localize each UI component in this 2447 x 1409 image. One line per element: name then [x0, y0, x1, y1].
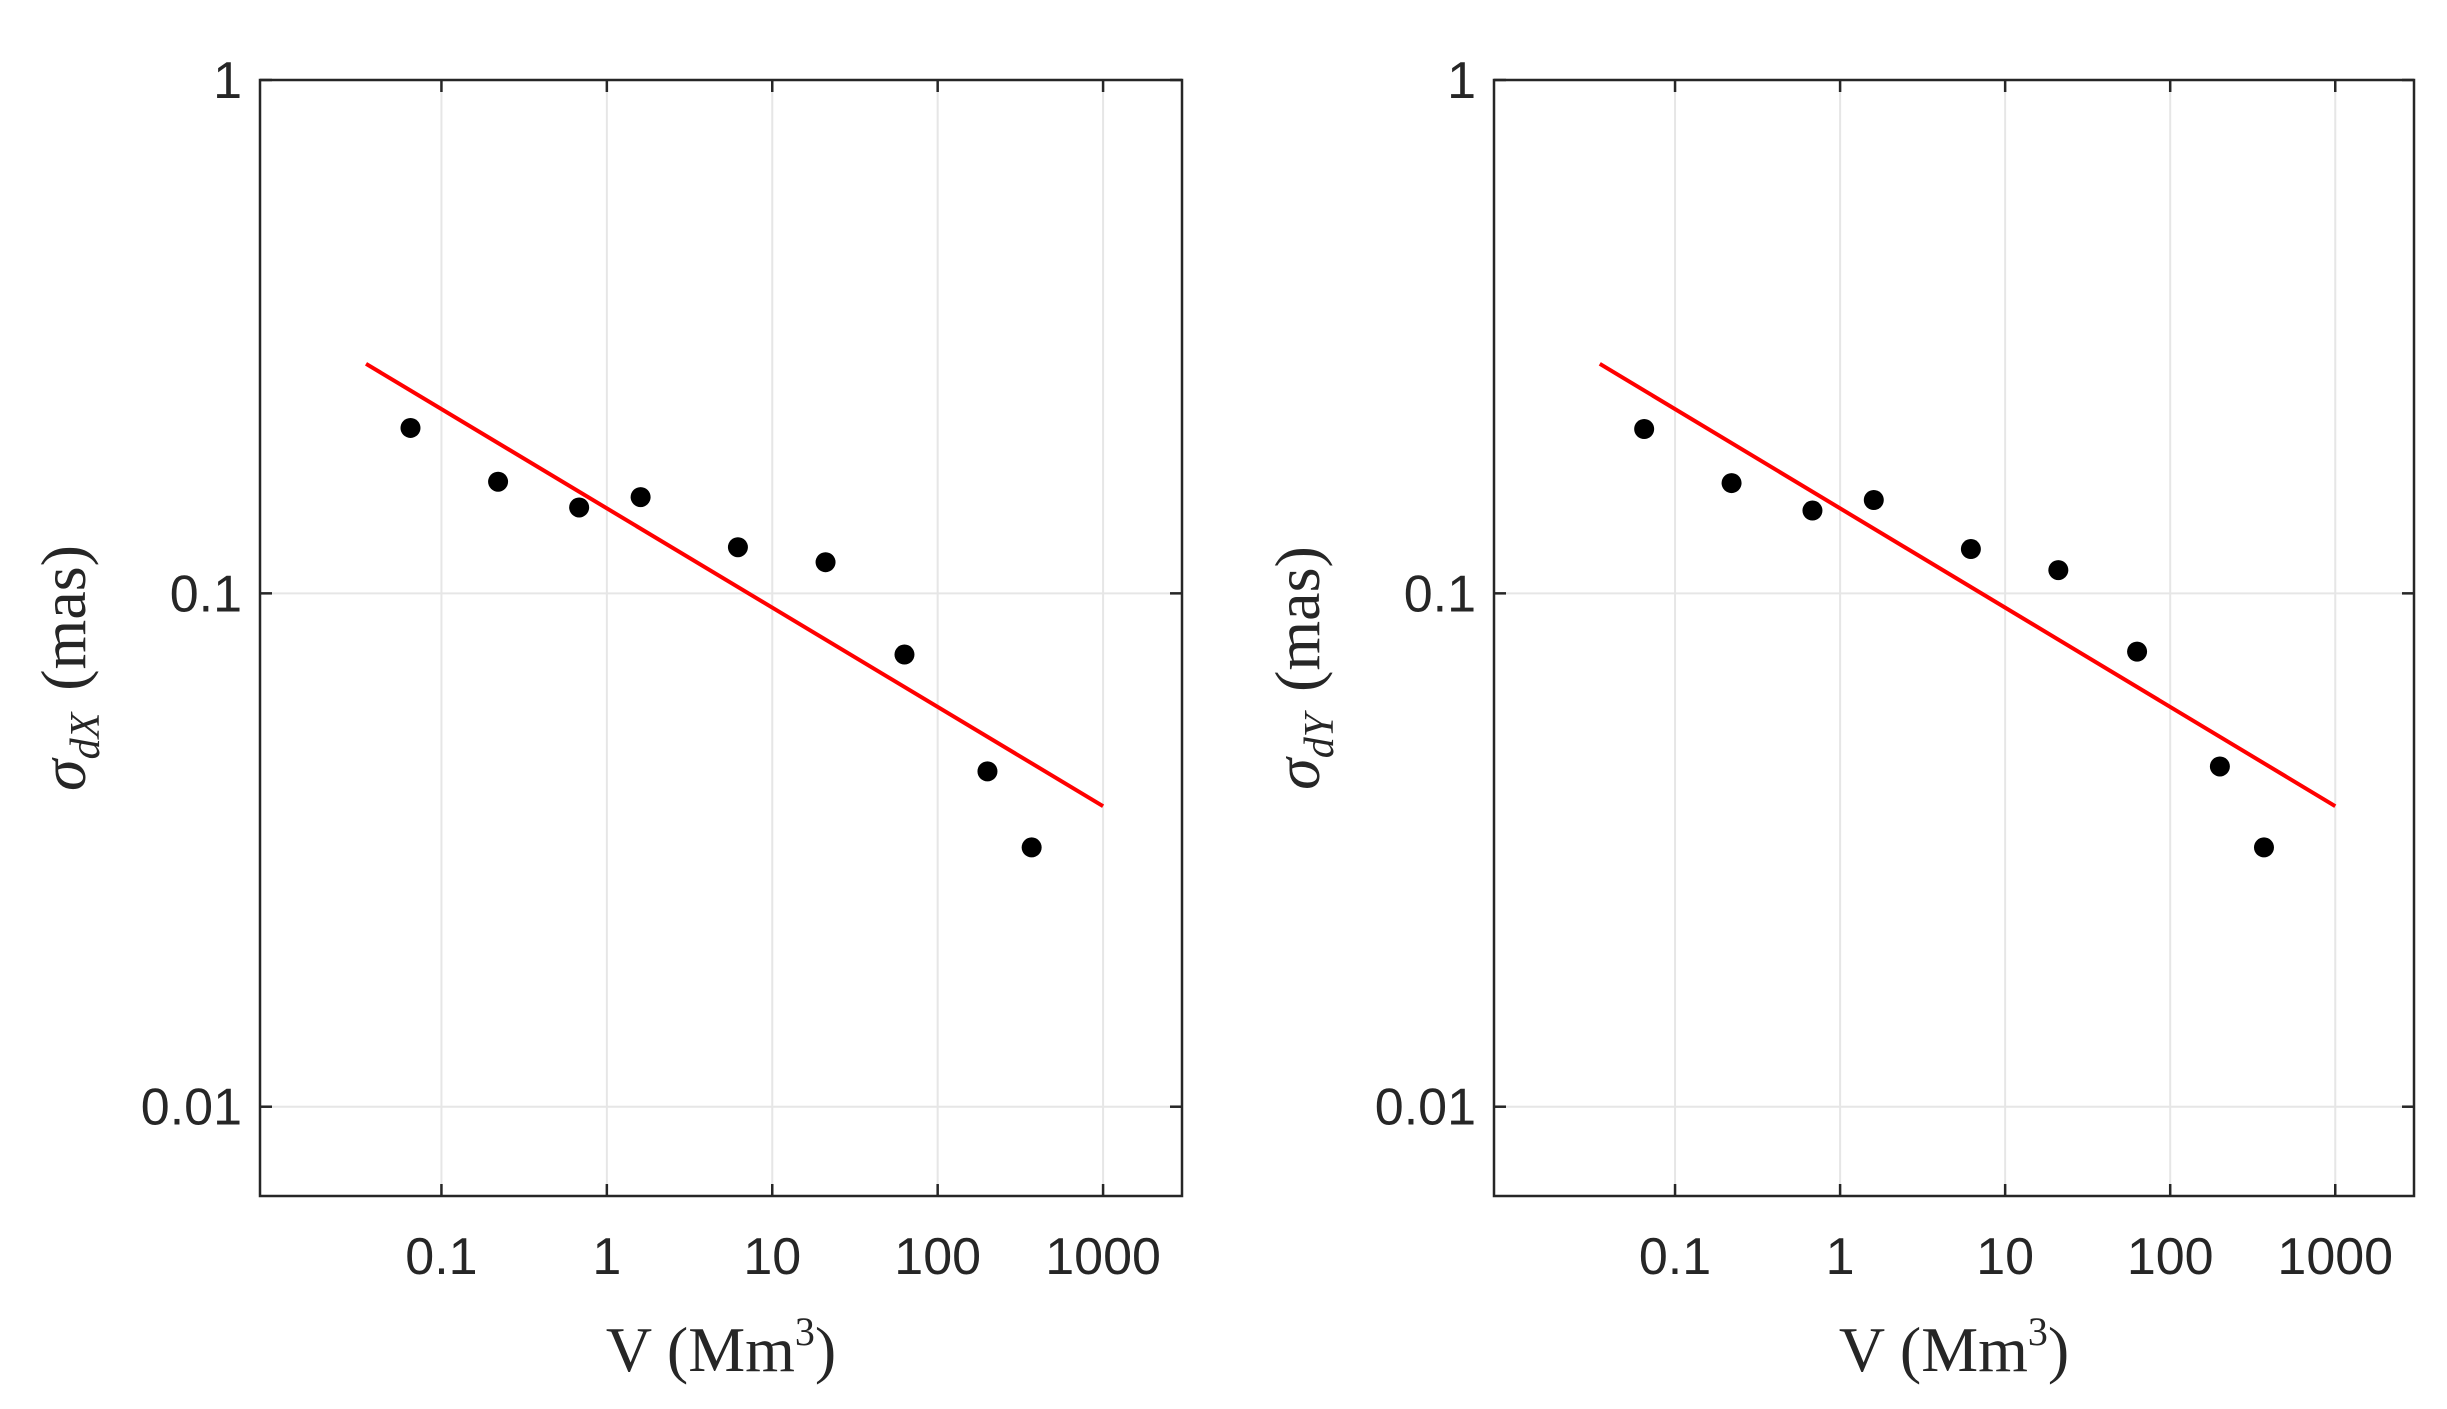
x-axis-label-main: V (Mm — [1839, 1314, 2028, 1385]
data-point — [1721, 473, 1742, 494]
data-point — [815, 552, 836, 573]
data-point — [2209, 756, 2230, 777]
data-point — [1863, 490, 1884, 511]
x-axis-label: V (Mm3) — [606, 1309, 836, 1385]
x-axis-label-main: V (Mm — [606, 1314, 795, 1385]
x-axis-label: V (Mm3) — [1839, 1309, 2069, 1385]
data-point — [400, 417, 421, 438]
data-point — [1960, 539, 1981, 560]
data-point — [1802, 500, 1823, 521]
x-tick-label: 0.1 — [405, 1228, 477, 1286]
panel-left: 0.1 1 10 100 1000 0.01 0.1 1 V (Mm3) σdX (mas) — [28, 52, 1184, 1385]
y-tick-label: 0.01 — [141, 1079, 242, 1137]
y-tick-label: 0.1 — [170, 565, 242, 623]
fit-line — [364, 362, 1105, 808]
x-axis-label-superscript: 3 — [2028, 1309, 2048, 1354]
data-point — [2048, 560, 2069, 581]
data-point — [894, 644, 915, 665]
axes-frame — [258, 78, 1184, 1198]
x-axis-label-end: ) — [815, 1314, 836, 1385]
x-tick-label: 1000 — [1045, 1228, 1161, 1286]
y-tick-label: 0.1 — [1404, 565, 1476, 623]
data-point — [1021, 837, 1042, 858]
y-tick-label: 1 — [1447, 52, 1476, 110]
y-axis-label-unit: (mas) — [28, 545, 99, 691]
data-point — [2253, 837, 2274, 858]
x-tick-label: 1 — [592, 1228, 621, 1286]
axes-frame — [1492, 78, 2416, 1198]
data-point — [630, 487, 651, 508]
y-axis-label: σdY (mas) — [1262, 546, 1343, 790]
y-tick-label: 1 — [213, 52, 242, 110]
x-axis-label-end: ) — [2048, 1314, 2069, 1385]
x-tick-label: 10 — [743, 1228, 801, 1286]
y-axis-label-subscript: dX — [63, 710, 109, 759]
x-tick-label: 1 — [1826, 1228, 1855, 1286]
data-point — [977, 761, 998, 782]
y-axis-label: σdX (mas) — [28, 545, 109, 791]
data-point — [1634, 419, 1655, 440]
panel-right: 0.1 1 10 100 1000 0.01 0.1 1 V (Mm3) σdY (mas) — [1262, 52, 2416, 1385]
y-tick-label: 0.01 — [1375, 1079, 1476, 1137]
y-axis-label-symbol: σ — [28, 757, 99, 791]
data-point — [569, 497, 590, 518]
y-axis-label-subscript: dY — [1297, 709, 1343, 758]
x-tick-label: 0.1 — [1639, 1228, 1711, 1286]
data-point — [488, 471, 509, 492]
data-point — [2127, 641, 2148, 662]
x-tick-label: 10 — [1976, 1228, 2034, 1286]
x-tick-label: 1000 — [2277, 1228, 2393, 1286]
x-axis-label-superscript: 3 — [795, 1309, 815, 1354]
x-tick-label: 100 — [894, 1228, 981, 1286]
data-point — [727, 537, 748, 558]
x-tick-label: 100 — [2127, 1228, 2214, 1286]
fit-line — [1598, 362, 2337, 808]
y-axis-label-unit: (mas) — [1262, 546, 1333, 692]
y-axis-label-symbol: σ — [1262, 756, 1333, 790]
